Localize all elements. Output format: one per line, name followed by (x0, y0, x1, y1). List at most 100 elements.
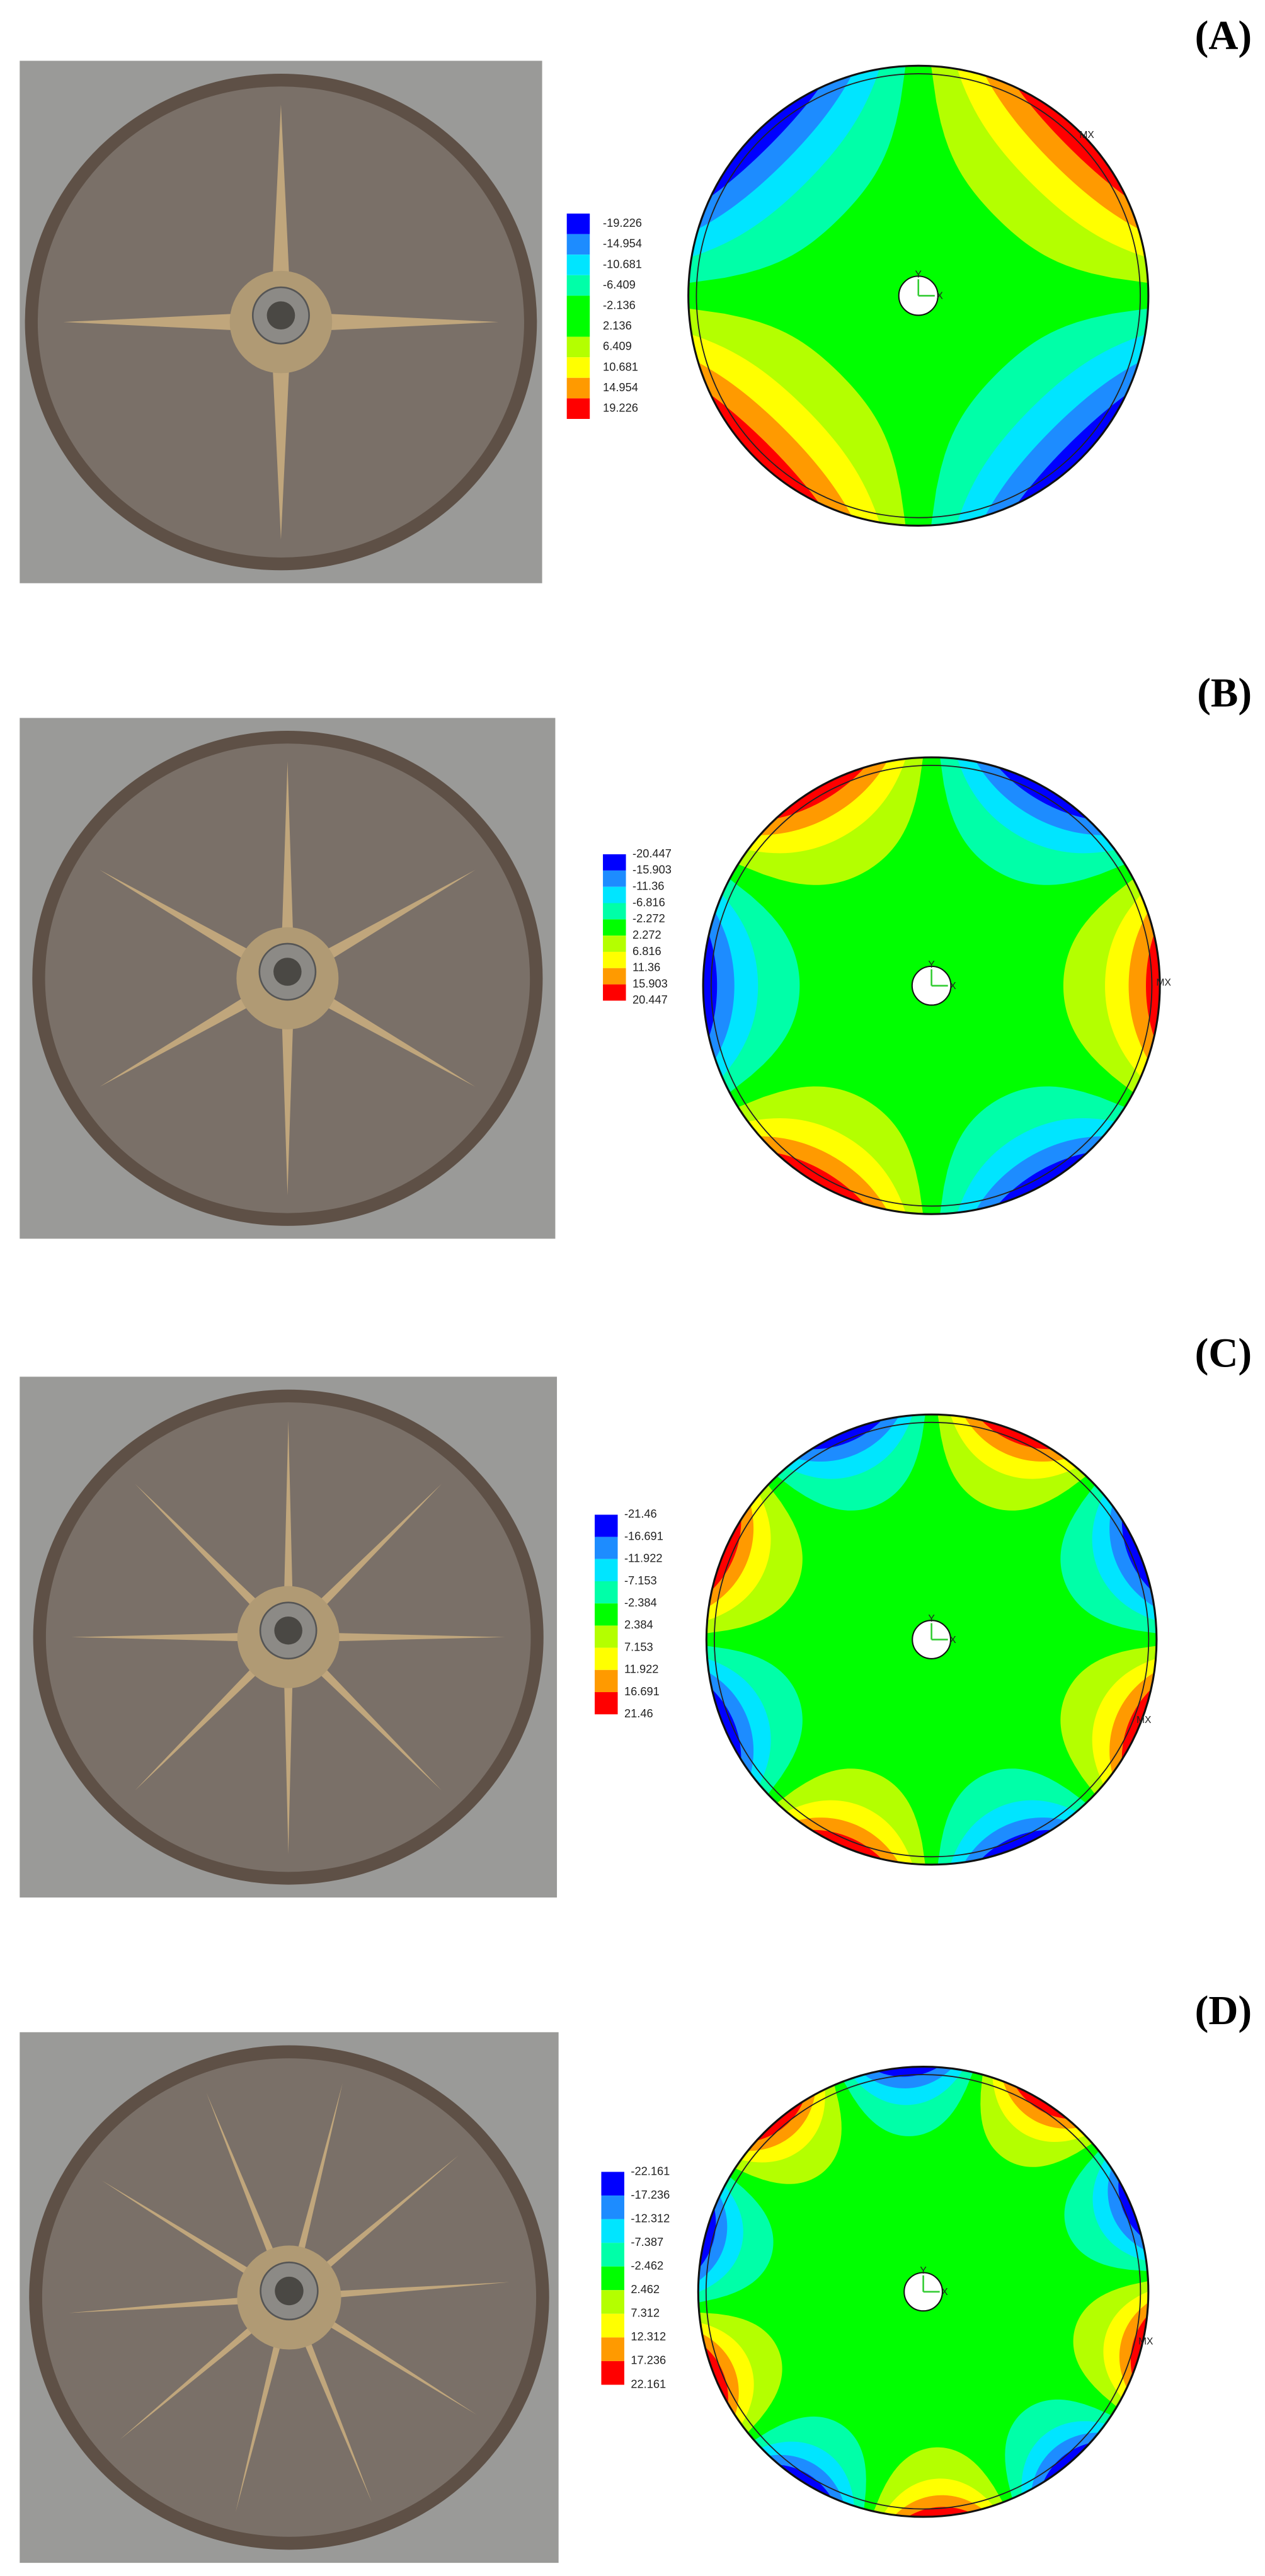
sand-line (324, 996, 476, 1087)
panel-label: (D) (1195, 1988, 1252, 2034)
sand-line (135, 1484, 259, 1608)
legend-swatch (603, 951, 626, 968)
legend-swatch (601, 2219, 624, 2243)
legend-label: -17.236 (631, 2188, 670, 2201)
contour-band (688, 66, 852, 229)
rim-outer (687, 64, 1150, 527)
rim-outer (705, 1413, 1158, 1866)
hub-hole (275, 2276, 304, 2306)
contour-band (700, 394, 820, 514)
photo (20, 2032, 559, 2563)
hub-hole (274, 1616, 302, 1645)
legend-label: -12.312 (631, 2211, 670, 2224)
legend-swatch (595, 1692, 618, 1715)
contour-band (1017, 77, 1136, 197)
legend-swatch (603, 903, 626, 920)
legend-label: 20.447 (632, 993, 668, 1006)
legend-label: 15.903 (632, 976, 668, 990)
legend-label: -2.462 (631, 2259, 663, 2272)
legend-label: -10.681 (603, 257, 642, 270)
legend-swatch (601, 2266, 624, 2291)
legend-swatch (603, 968, 626, 985)
legend-label: 2.272 (632, 928, 661, 941)
sand-line (284, 1683, 293, 1854)
legend-swatch (603, 854, 626, 871)
sand-line (206, 2092, 275, 2256)
sand-line (318, 1666, 442, 1791)
sand-line (135, 1666, 259, 1791)
photo (20, 1377, 558, 1898)
legend-label: 11.36 (632, 961, 660, 974)
legend-label: -11.922 (624, 1552, 663, 1565)
legend-swatch (595, 1669, 618, 1693)
legend-label: 2.136 (603, 319, 632, 332)
legend-swatch (601, 2195, 624, 2219)
legend-swatch (566, 336, 590, 358)
sand-line (334, 1633, 505, 1642)
sand-line (63, 314, 236, 331)
legend-swatch (566, 214, 590, 234)
panel-label: (B) (1197, 670, 1252, 716)
legend-swatch (595, 1603, 618, 1626)
triad-x-label: X (936, 291, 943, 302)
legend-swatch (595, 1625, 618, 1648)
sand-line (324, 869, 476, 961)
legend-swatch (566, 295, 590, 316)
legend-label: -22.161 (631, 2164, 670, 2177)
legend-label: -7.153 (624, 1574, 657, 1587)
panel-label: (A) (1195, 13, 1252, 59)
sand-line (71, 1633, 243, 1642)
legend-swatch (566, 234, 590, 255)
legend-swatch (601, 2172, 624, 2196)
legend-label: -16.691 (624, 1529, 663, 1542)
legend-label: -2.136 (603, 299, 636, 312)
legend-swatch (601, 2313, 624, 2338)
hub-hole (273, 958, 302, 986)
contour-band (985, 66, 1148, 229)
contour-band (1017, 394, 1136, 514)
sand-line (297, 2083, 343, 2253)
contour-band (907, 2507, 972, 2517)
legend-label: 17.236 (631, 2354, 666, 2367)
legend-label: 2.384 (624, 1618, 653, 1631)
legend-label: 14.954 (603, 381, 638, 394)
legend-swatch (595, 1514, 618, 1537)
legend-label: -20.447 (632, 847, 672, 860)
max-marker: MX (1079, 130, 1094, 140)
contour-band (985, 362, 1148, 526)
legend-label: -11.36 (632, 879, 664, 893)
rim-inner (695, 73, 1141, 518)
legend-swatch (595, 1537, 618, 1559)
legend-label: 7.153 (624, 1640, 653, 1653)
legend-swatch (601, 2290, 624, 2314)
triad-x-label: X (949, 1635, 956, 1646)
sand-line (272, 104, 290, 277)
hub-hole (266, 301, 295, 330)
legend-label: -14.954 (603, 237, 642, 250)
legend-swatch (603, 984, 626, 1001)
legend-label: -7.387 (631, 2235, 663, 2248)
rim-inner (705, 2074, 1142, 2510)
legend-label: 12.312 (631, 2330, 666, 2343)
legend-swatch (603, 870, 626, 887)
legend-label: -6.409 (603, 278, 636, 291)
rim-outer (702, 756, 1161, 1215)
legend-swatch (566, 316, 590, 337)
contour-band (703, 932, 718, 1040)
legend-label: 21.46 (624, 1707, 653, 1720)
sand-line (282, 1024, 294, 1196)
triad-y-label: Y (915, 270, 922, 280)
legend-label: 7.312 (631, 2306, 660, 2320)
sand-line (100, 996, 251, 1087)
legend-label: -19.226 (603, 216, 642, 229)
contour-band (874, 2066, 939, 2077)
triad-y-label: Y (920, 2265, 927, 2276)
legend-label: 22.161 (631, 2377, 666, 2390)
sand-line (236, 2342, 282, 2512)
triad-x-label: X (949, 981, 956, 992)
legend-swatch (603, 919, 626, 936)
sand-line (323, 2155, 459, 2270)
rim-outer (697, 2066, 1150, 2518)
